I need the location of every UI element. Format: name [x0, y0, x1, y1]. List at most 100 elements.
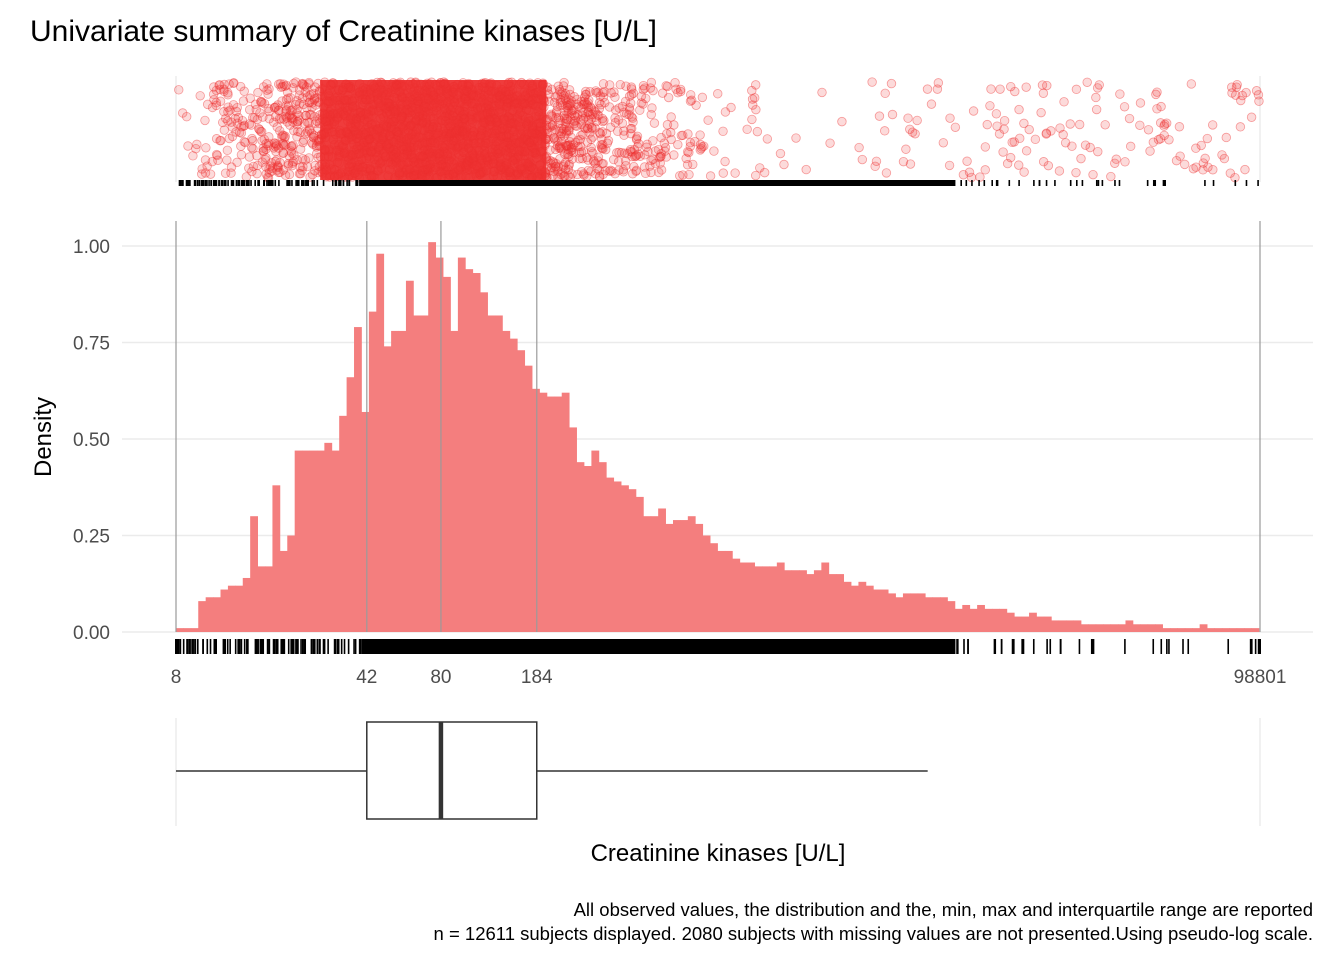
jitter-point — [675, 171, 685, 181]
jitter-point — [347, 172, 357, 182]
jitter-point — [1253, 90, 1264, 100]
jitter-point — [387, 104, 398, 115]
jitter-point — [439, 147, 450, 157]
histogram-bar — [954, 608, 963, 632]
jitter-point — [394, 135, 404, 146]
jitter-point — [533, 136, 543, 146]
jitter-point — [248, 161, 259, 172]
histogram-bar — [435, 257, 444, 632]
jitter-point — [874, 111, 885, 121]
histogram-bar — [257, 566, 266, 632]
jitter-point — [1160, 119, 1170, 130]
jitter-point — [817, 87, 827, 98]
jitter-point — [546, 109, 556, 120]
jitter-point — [551, 158, 561, 169]
histogram-bar — [1155, 624, 1163, 632]
jitter-point — [367, 145, 378, 156]
jitter-point — [305, 172, 315, 182]
jitter-point — [360, 125, 370, 135]
jitter-point — [505, 86, 515, 97]
jitter-point — [410, 166, 420, 176]
jitter-point — [341, 79, 351, 89]
jitter-point — [329, 119, 340, 129]
jitter-point — [428, 119, 439, 129]
jitter-point — [523, 99, 534, 109]
jitter-point — [311, 142, 322, 152]
jitter-point — [554, 143, 564, 153]
histogram-bar — [561, 392, 570, 632]
jitter-point — [638, 99, 648, 109]
jitter-point — [261, 138, 271, 149]
jitter-point — [880, 88, 890, 99]
jitter-point — [428, 135, 438, 145]
jitter-point — [264, 132, 274, 142]
jitter-point — [697, 92, 708, 103]
jitter-point — [396, 119, 406, 130]
jitter-point — [488, 166, 499, 177]
histogram-bar — [1118, 624, 1126, 632]
jitter-point — [393, 127, 403, 138]
jitter-point — [324, 91, 334, 101]
jitter-point — [297, 79, 307, 89]
jitter-point — [353, 129, 363, 139]
histogram-bar — [858, 581, 867, 632]
jitter-point — [501, 132, 512, 143]
jitter-point — [392, 153, 402, 163]
jitter-point — [508, 99, 519, 110]
jitter-point — [454, 105, 465, 115]
jitter-point — [549, 133, 559, 143]
jitter-point — [252, 114, 263, 125]
jitter-point — [211, 85, 222, 96]
histogram-bar — [546, 396, 555, 632]
jitter-point — [433, 130, 443, 141]
histogram-bar — [183, 628, 192, 632]
jitter-point — [1071, 167, 1081, 178]
jitter-point — [306, 89, 316, 100]
jitter-point — [276, 114, 286, 124]
jitter-point — [535, 89, 545, 100]
histogram-bar — [680, 520, 689, 632]
jitter-point — [301, 82, 312, 92]
jitter-point — [309, 93, 320, 104]
histogram-bar — [1140, 624, 1149, 632]
jitter-point — [516, 128, 526, 138]
jitter-point — [225, 105, 235, 115]
jitter-point — [334, 127, 344, 138]
jitter-point — [333, 169, 343, 179]
jitter-point — [226, 162, 237, 172]
jitter-point — [385, 101, 395, 111]
jitter-point — [747, 114, 757, 125]
jitter-point — [265, 161, 276, 171]
jitter-point — [546, 158, 556, 169]
jitter-point — [365, 84, 375, 94]
jitter-point — [380, 128, 390, 138]
jitter-point — [632, 131, 643, 142]
jitter-point — [539, 166, 550, 177]
jitter-point — [598, 116, 608, 127]
jitter-point — [216, 135, 226, 146]
jitter-point — [458, 126, 468, 136]
jitter-point — [530, 93, 541, 104]
jitter-point — [411, 170, 422, 180]
histogram-bar — [227, 585, 236, 632]
jitter-point — [557, 127, 567, 137]
jitter-point — [384, 143, 394, 153]
jitter-point — [292, 155, 302, 165]
jitter-point — [596, 140, 606, 150]
jitter-point — [627, 147, 637, 157]
jitter-point — [244, 119, 255, 129]
jitter-point — [364, 151, 374, 161]
jitter-point — [279, 140, 289, 151]
jitter-point — [188, 151, 198, 161]
jitter-point — [371, 159, 381, 170]
jitter-point — [523, 158, 534, 168]
jitter-point — [564, 101, 575, 111]
jitter-point — [512, 112, 523, 122]
jitter-point — [174, 85, 184, 95]
jitter-point — [426, 137, 436, 148]
jitter-point — [440, 116, 451, 126]
jitter-point — [999, 115, 1010, 126]
jitter-point — [453, 125, 464, 135]
jitter-point — [408, 79, 418, 89]
jitter-point — [467, 163, 477, 173]
